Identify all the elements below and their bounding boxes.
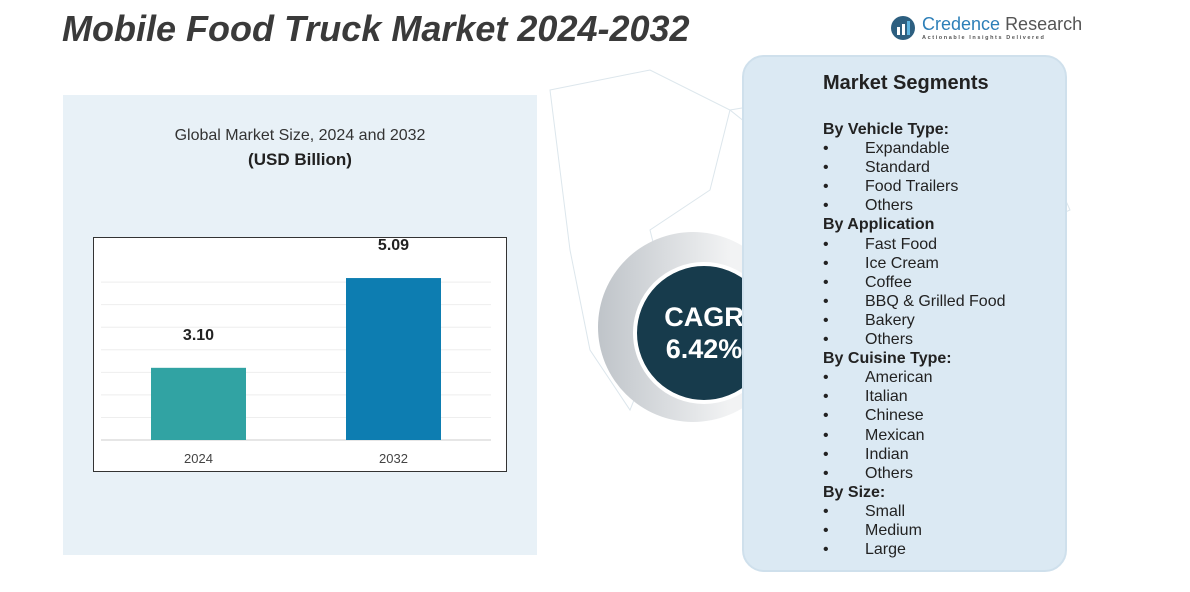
segment-item: • Others	[823, 330, 1006, 349]
bullet: •	[823, 541, 829, 559]
segment-item-label: Ice Cream	[865, 254, 939, 272]
segment-item: • Mexican	[823, 426, 1006, 445]
cagr-label: CAGR	[664, 302, 744, 332]
bullet: •	[823, 159, 829, 177]
logo-name: Credence	[922, 14, 1001, 34]
segment-item-label: Small	[865, 502, 906, 520]
bullet: •	[823, 254, 829, 272]
bullet: •	[823, 273, 829, 291]
logo-icon	[891, 15, 915, 40]
segment-heading: By Cuisine Type:	[823, 350, 952, 368]
segment-item: • American	[823, 368, 1006, 387]
segment-item-label: Bakery	[865, 311, 915, 329]
segment-item: • Others	[823, 196, 1006, 215]
bullet: •	[823, 331, 829, 349]
bullet: •	[823, 178, 829, 196]
bullet: •	[823, 426, 829, 444]
segment-item-label: Medium	[865, 521, 922, 539]
bullet: •	[823, 502, 829, 520]
bullet: •	[823, 369, 829, 387]
segment-item: • Chinese	[823, 406, 1006, 425]
bullet: •	[823, 407, 829, 425]
segment-item-label: Fast Food	[865, 235, 938, 253]
bullet: •	[823, 235, 829, 253]
bullet: •	[823, 140, 829, 158]
segment-item-label: Standard	[865, 159, 930, 177]
segment-heading: By Size:	[823, 483, 886, 501]
segment-item: • Small	[823, 502, 1006, 521]
segment-item-label: Italian	[865, 388, 908, 406]
segment-item-label: Others	[865, 197, 914, 215]
cagr-value: 6.42%	[665, 334, 743, 364]
bullet: •	[823, 197, 829, 215]
logo-tagline: Actionable Insights Delivered	[922, 35, 1046, 41]
segment-item: • Ice Cream	[823, 254, 1006, 273]
bullet: •	[823, 311, 829, 329]
segment-item-label: BBQ & Grilled Food	[865, 292, 1006, 310]
segment-item-label: Chinese	[865, 407, 924, 425]
segment-item-label: Expandable	[865, 140, 950, 158]
bullet: •	[823, 521, 829, 539]
segment-item-label: Large	[865, 541, 906, 559]
segment-item: • Bakery	[823, 311, 1006, 330]
segment-heading: By Application	[823, 216, 935, 234]
bullet: •	[823, 292, 829, 310]
segment-item-label: Coffee	[865, 273, 912, 291]
segment-item: • Expandable	[823, 139, 1006, 158]
chart-unit: (USD Billion)	[248, 150, 352, 169]
segment-item: • Large	[823, 540, 1006, 559]
credence-logo: Credence Research Actionable Insights De…	[890, 14, 1082, 41]
segment-item: • Others	[823, 464, 1006, 483]
bar-value-label: 3.10	[183, 327, 214, 344]
segment-item-label: Food Trailers	[865, 178, 959, 196]
segment-item-label: Others	[865, 331, 914, 349]
bullet: •	[823, 464, 829, 482]
logo-name-2: Research	[1005, 14, 1083, 34]
page-title: Mobile Food Truck Market 2024-2032	[62, 8, 690, 49]
segments-list: By Vehicle Type: • Expandable • Standard • Foo…	[823, 120, 1006, 559]
bar-value-label: 5.09	[378, 237, 409, 254]
segment-item: • Italian	[823, 387, 1006, 406]
segment-item: • BBQ & Grilled Food	[823, 292, 1006, 311]
segment-item-label: Indian	[865, 445, 909, 463]
segment-item: • Standard	[823, 158, 1006, 177]
segment-item-label: Mexican	[865, 426, 925, 444]
x-tick-label: 2032	[379, 451, 408, 466]
bullet: •	[823, 445, 829, 463]
segment-item-label: American	[865, 369, 933, 387]
segment-item: • Indian	[823, 445, 1006, 464]
segment-item: • Medium	[823, 521, 1006, 540]
bullet: •	[823, 388, 829, 406]
bar-2024	[151, 367, 246, 440]
segment-heading: By Vehicle Type:	[823, 121, 949, 138]
market-segments-panel	[742, 55, 1067, 572]
segment-item: • Coffee	[823, 273, 1006, 292]
x-tick-label: 2024	[184, 451, 213, 466]
bar-chart: 3.10 2024 5.09 2032	[101, 237, 491, 466]
segment-item-label: Others	[865, 464, 914, 482]
segment-item: • Food Trailers	[823, 177, 1006, 196]
bar-2032	[346, 278, 441, 440]
segments-title: Market Segments	[823, 72, 989, 94]
segment-item: • Fast Food	[823, 235, 1006, 254]
chart-title: Global Market Size, 2024 and 2032	[174, 127, 426, 144]
